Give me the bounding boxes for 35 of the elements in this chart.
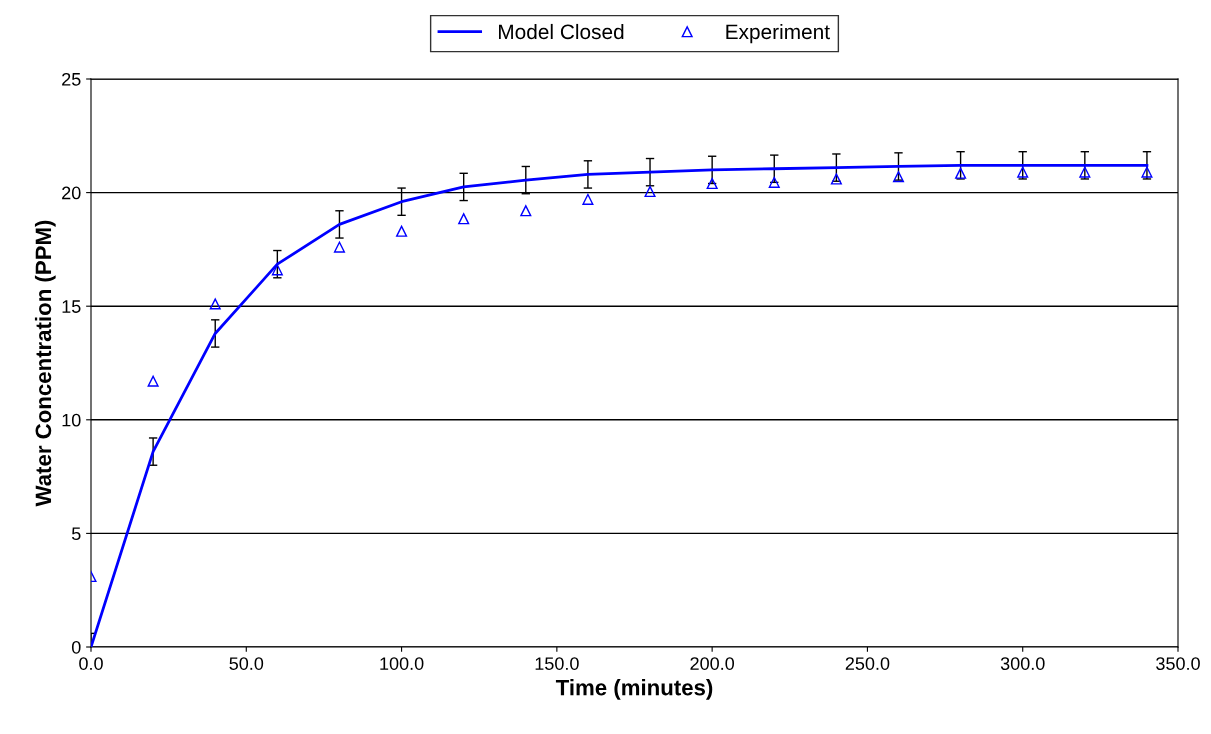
y-tick-label: 15 <box>62 300 81 313</box>
y-tick-label: 5 <box>71 527 81 541</box>
point <box>1017 166 1029 178</box>
point <box>892 171 905 183</box>
y-tick-label: 0 <box>71 640 81 654</box>
point <box>458 213 470 225</box>
point <box>830 173 842 185</box>
y-tick-label: 20 <box>62 186 81 200</box>
y-tick-label: 25 <box>62 72 81 86</box>
point <box>271 264 283 276</box>
point <box>955 167 967 179</box>
point <box>520 205 532 217</box>
point <box>396 225 408 237</box>
legend-label: Experiment <box>726 23 830 44</box>
point <box>1141 166 1153 178</box>
legend-label: Model Closed <box>499 23 624 40</box>
x-tick-label: 200.0 <box>690 657 735 670</box>
point <box>644 185 656 198</box>
x-tick-label: 50.0 <box>229 657 264 670</box>
point <box>582 193 594 205</box>
point <box>768 176 780 188</box>
x-tick-label: 150.0 <box>535 657 579 670</box>
x-tick-label: 250.0 <box>845 657 890 670</box>
point <box>333 241 346 253</box>
x-axis-title: Time (minutes) <box>555 679 713 700</box>
x-tick-label: 100.0 <box>380 657 424 670</box>
x-tick-label: 350.0 <box>1156 657 1200 670</box>
point <box>1079 166 1091 178</box>
point <box>209 298 221 310</box>
x-tick-label: 0.0 <box>79 657 103 670</box>
x-tick-label: 300.0 <box>1000 657 1045 670</box>
y-tick-label: 10 <box>62 413 81 427</box>
y-axis-title: Water Concentration (PPM) <box>34 220 56 507</box>
point <box>706 177 718 190</box>
point <box>147 375 159 387</box>
